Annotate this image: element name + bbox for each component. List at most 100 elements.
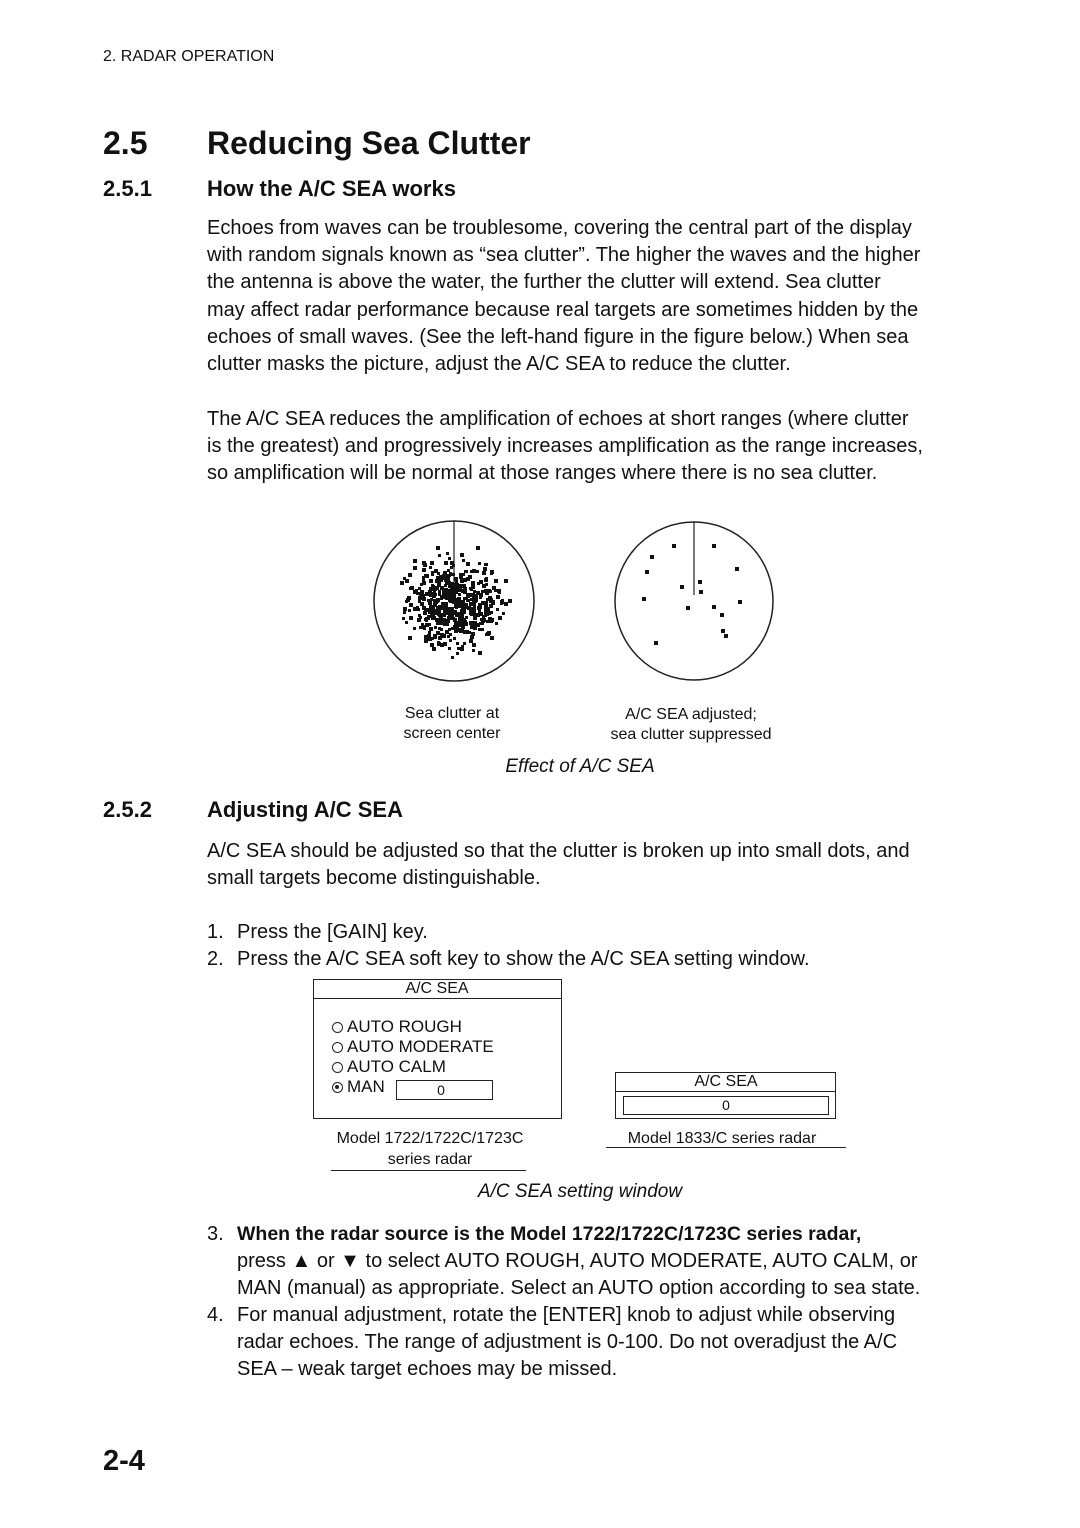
radio-button	[332, 1062, 343, 1073]
echo	[420, 602, 424, 606]
echo	[470, 570, 473, 573]
echo	[422, 579, 425, 582]
echo	[408, 609, 411, 612]
echo	[470, 625, 473, 628]
echo	[473, 616, 477, 620]
echo	[449, 596, 452, 599]
echo	[443, 608, 447, 612]
echo	[434, 588, 437, 591]
echo	[427, 599, 430, 602]
echo	[444, 561, 448, 565]
window-title: A/C SEA	[405, 980, 469, 997]
echo	[476, 613, 479, 616]
step-text: press ▲ or ▼ to select AUTO ROUGH, AUTO …	[237, 1250, 918, 1272]
echo	[403, 607, 407, 611]
echo	[460, 647, 464, 651]
echo	[444, 579, 447, 582]
echo	[440, 596, 443, 599]
echo	[478, 605, 482, 609]
subsection-title: Adjusting A/C SEA	[207, 797, 403, 822]
echo	[458, 628, 462, 632]
echo	[453, 599, 457, 603]
echo	[480, 618, 483, 621]
echo	[455, 623, 459, 627]
paragraph-line: Echoes from waves can be troublesome, co…	[207, 217, 912, 239]
echo	[446, 552, 449, 555]
echo	[409, 603, 413, 607]
running-head: 2. RADAR OPERATION	[103, 48, 275, 65]
echo	[476, 546, 480, 550]
echo	[471, 581, 475, 585]
option-label: AUTO MODERATE	[347, 1037, 494, 1056]
echo	[442, 613, 446, 617]
echo	[496, 595, 500, 599]
echo	[654, 641, 658, 645]
echo	[441, 621, 445, 625]
echo	[470, 608, 474, 612]
option-label: AUTO CALM	[347, 1057, 446, 1076]
echo	[476, 570, 479, 573]
echo	[448, 628, 451, 631]
echo	[478, 628, 481, 631]
echo	[429, 604, 432, 607]
value-box	[623, 1096, 829, 1115]
echo	[457, 647, 460, 650]
echo	[459, 575, 463, 579]
echo	[445, 630, 449, 634]
echo	[453, 590, 456, 593]
echo	[473, 626, 477, 630]
echo	[461, 628, 464, 631]
echo	[463, 611, 466, 614]
echo	[487, 611, 491, 615]
echo	[484, 614, 487, 617]
echo	[419, 626, 422, 629]
echo	[428, 637, 432, 641]
paragraph-line: so amplification will be normal at those…	[207, 462, 878, 484]
echo	[479, 580, 483, 584]
echo	[488, 596, 492, 600]
echo	[450, 582, 454, 586]
echo	[458, 593, 461, 596]
echo	[451, 573, 454, 576]
echo	[440, 628, 443, 631]
echo	[423, 563, 427, 567]
step-text: SEA – weak target echoes may be missed.	[237, 1358, 618, 1380]
paragraph-line: A/C SEA should be adjusted so that the c…	[207, 840, 910, 862]
echo	[473, 604, 476, 607]
echo	[484, 610, 488, 614]
echo	[481, 628, 484, 631]
echo	[479, 622, 482, 625]
echo	[453, 593, 456, 596]
echo	[481, 590, 484, 593]
echo	[444, 584, 447, 587]
echo	[469, 621, 473, 625]
echo	[477, 582, 480, 585]
echo	[443, 577, 446, 580]
echo	[431, 584, 434, 587]
echo	[440, 586, 444, 590]
echo	[464, 621, 467, 624]
echo	[405, 579, 409, 583]
echo	[449, 599, 453, 603]
echo	[439, 575, 442, 578]
echo	[425, 617, 428, 620]
echo	[434, 569, 438, 573]
echo	[422, 581, 426, 585]
echo	[442, 574, 446, 578]
echo	[485, 583, 488, 586]
echo	[420, 583, 423, 586]
echo	[490, 618, 494, 622]
echo	[490, 570, 494, 574]
echo	[735, 567, 739, 571]
echo	[642, 597, 646, 601]
echo	[418, 614, 421, 617]
echo	[461, 645, 464, 648]
echo	[444, 605, 448, 609]
echo	[425, 619, 428, 622]
echo	[504, 579, 508, 583]
echo	[465, 630, 469, 634]
window-caption: series radar	[387, 1151, 473, 1168]
echo	[449, 639, 452, 642]
echo	[422, 568, 426, 572]
